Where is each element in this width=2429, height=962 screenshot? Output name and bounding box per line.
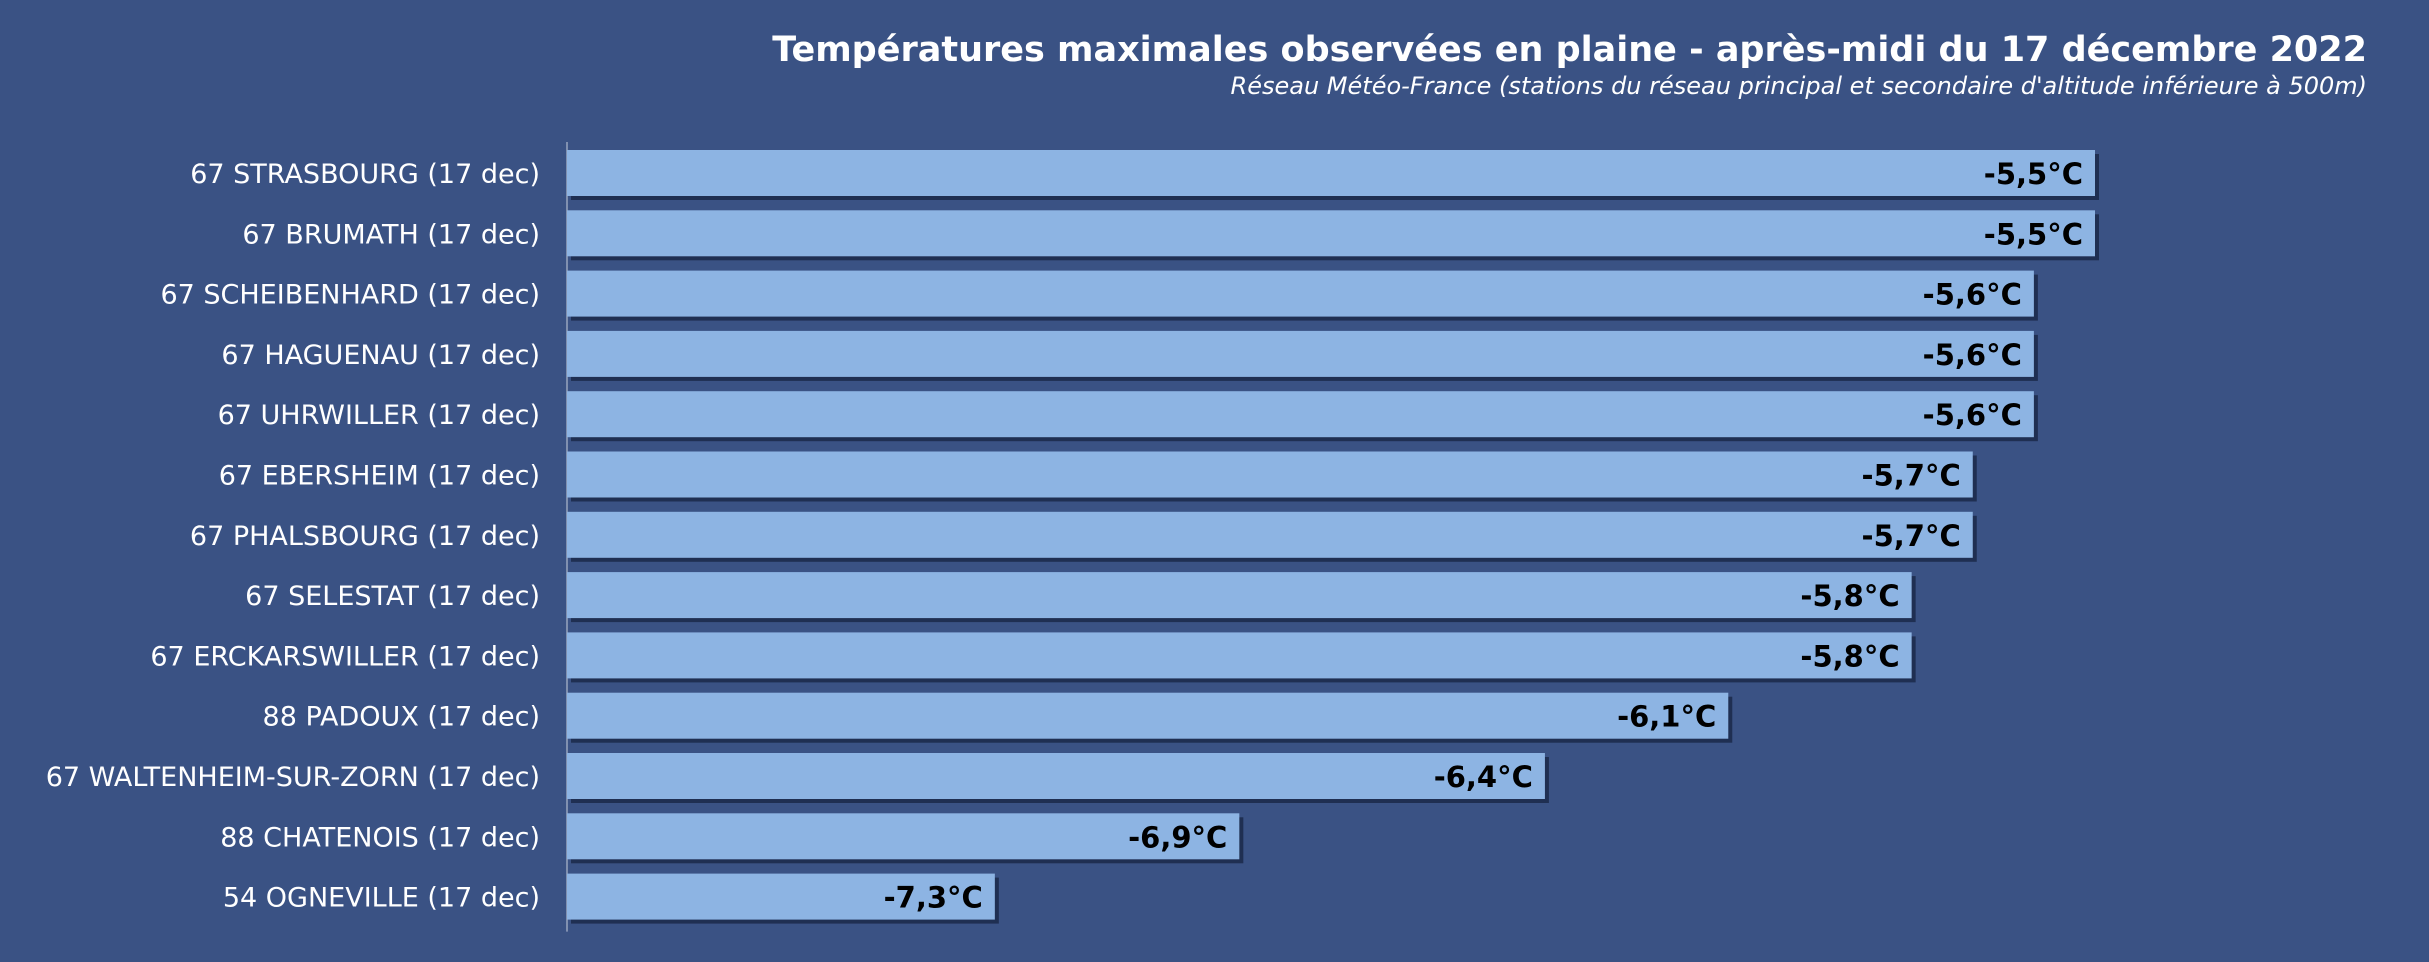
value-label: -6,4°C: [1434, 760, 1533, 794]
category-label: 67 UHRWILLER (17 dec): [218, 400, 540, 431]
value-label: -5,6°C: [1923, 278, 2022, 312]
chart-subtitle: Réseau Météo-France (stations du réseau …: [1230, 72, 2367, 100]
bar: [567, 451, 1973, 498]
bar: [567, 150, 2095, 196]
value-label: -5,6°C: [1923, 338, 2022, 372]
value-label: -6,9°C: [1128, 820, 1227, 854]
chart-title: Températures maximales observées en plai…: [772, 30, 2367, 70]
category-label: 67 EBERSHEIM (17 dec): [219, 461, 540, 492]
value-label: -5,5°C: [1984, 217, 2083, 251]
bar: [567, 692, 1729, 739]
category-label: 54 OGNEVILLE (17 dec): [223, 883, 540, 914]
bar: [567, 572, 1912, 619]
category-label: 67 SELESTAT (17 dec): [245, 581, 540, 612]
value-label: -7,3°C: [884, 881, 983, 915]
category-label: 88 CHATENOIS (17 dec): [220, 822, 540, 853]
value-label: -5,6°C: [1923, 398, 2022, 432]
category-label: 67 PHALSBOURG (17 dec): [190, 521, 540, 552]
bar: [567, 632, 1912, 679]
category-label: 67 WALTENHEIM-SUR-ZORN (17 dec): [46, 762, 540, 793]
category-label: 67 ERCKARSWILLER (17 dec): [150, 641, 540, 672]
value-label: -5,8°C: [1800, 639, 1899, 673]
value-label: -5,5°C: [1984, 157, 2083, 191]
bar: [567, 391, 2034, 438]
category-label: 67 STRASBOURG (17 dec): [190, 159, 540, 190]
value-label: -6,1°C: [1617, 700, 1716, 734]
bar: [567, 210, 2095, 257]
bar: [567, 330, 2034, 377]
value-label: -5,8°C: [1800, 579, 1899, 613]
bars-group: 67 STRASBOURG (17 dec) -5,5°C 67 BRUMATH (…: [46, 150, 2099, 924]
bar: [567, 270, 2034, 317]
bar: [567, 753, 1545, 799]
value-label: -5,7°C: [1862, 459, 1961, 493]
value-label: -5,7°C: [1862, 519, 1961, 553]
bar: [567, 873, 995, 920]
category-label: 67 SCHEIBENHARD (17 dec): [160, 280, 540, 311]
bar: [567, 511, 1973, 558]
category-label: 67 BRUMATH (17 dec): [242, 219, 540, 250]
bar: [567, 813, 1240, 860]
category-label: 88 PADOUX (17 dec): [263, 702, 540, 733]
category-label: 67 HAGUENAU (17 dec): [221, 340, 540, 371]
